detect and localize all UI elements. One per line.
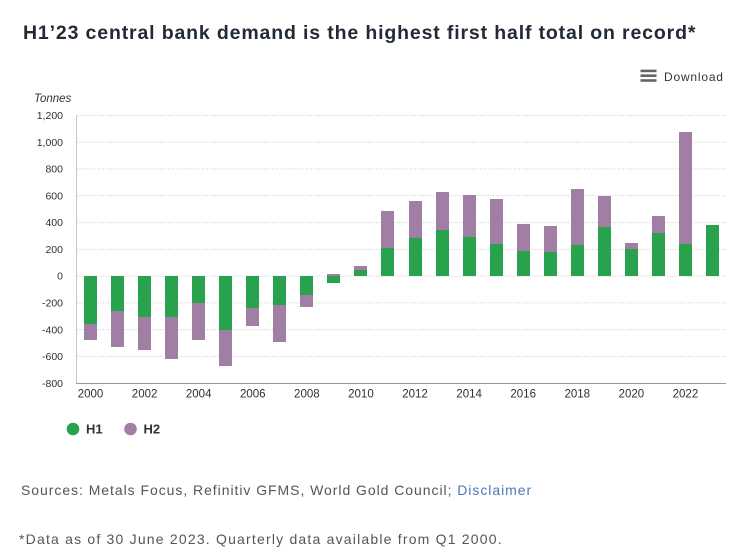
svg-text:0: 0 <box>57 271 63 283</box>
svg-text:-600: -600 <box>42 351 63 363</box>
svg-text:2008: 2008 <box>294 389 320 401</box>
svg-text:H1: H1 <box>86 422 103 437</box>
svg-text:2022: 2022 <box>673 389 699 401</box>
svg-text:600: 600 <box>45 190 63 202</box>
svg-text:200: 200 <box>45 244 63 256</box>
svg-text:400: 400 <box>45 217 63 229</box>
svg-text:2020: 2020 <box>619 389 645 401</box>
svg-text:2000: 2000 <box>78 389 104 401</box>
svg-text:2004: 2004 <box>186 389 212 401</box>
svg-text:2010: 2010 <box>348 389 374 401</box>
svg-text:2014: 2014 <box>456 389 482 401</box>
svg-text:2012: 2012 <box>402 389 428 401</box>
svg-text:2016: 2016 <box>510 389 536 401</box>
svg-text:2006: 2006 <box>240 389 266 401</box>
svg-text:-200: -200 <box>42 297 63 309</box>
svg-text:H2: H2 <box>144 422 161 437</box>
svg-text:1,000: 1,000 <box>37 137 63 149</box>
svg-text:-400: -400 <box>42 324 63 336</box>
svg-text:-800: -800 <box>42 378 63 390</box>
svg-text:1,200: 1,200 <box>37 110 63 122</box>
svg-text:800: 800 <box>45 164 63 176</box>
svg-text:2018: 2018 <box>564 389 590 401</box>
svg-text:2002: 2002 <box>132 389 158 401</box>
